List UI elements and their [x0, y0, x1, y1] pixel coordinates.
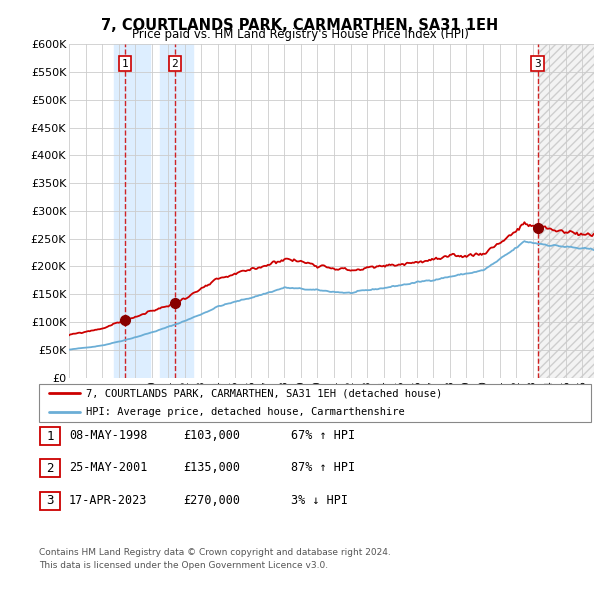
Bar: [114, 44, 150, 378]
Text: Price paid vs. HM Land Registry's House Price Index (HPI): Price paid vs. HM Land Registry's House …: [131, 28, 469, 41]
Text: 3: 3: [534, 58, 541, 68]
Text: 67% ↑ HPI: 67% ↑ HPI: [291, 429, 355, 442]
Text: £103,000: £103,000: [183, 429, 240, 442]
Bar: [160, 44, 193, 378]
Text: 1: 1: [121, 58, 128, 68]
Bar: [538, 44, 594, 378]
Text: 7, COURTLANDS PARK, CARMARTHEN, SA31 1EH (detached house): 7, COURTLANDS PARK, CARMARTHEN, SA31 1EH…: [86, 388, 442, 398]
Text: 1: 1: [46, 430, 53, 442]
Text: This data is licensed under the Open Government Licence v3.0.: This data is licensed under the Open Gov…: [39, 560, 328, 569]
Text: HPI: Average price, detached house, Carmarthenshire: HPI: Average price, detached house, Carm…: [86, 407, 404, 417]
Text: 3% ↓ HPI: 3% ↓ HPI: [291, 494, 348, 507]
Text: 3: 3: [46, 494, 53, 507]
Text: £135,000: £135,000: [183, 461, 240, 474]
FancyBboxPatch shape: [40, 460, 59, 477]
Text: £270,000: £270,000: [183, 494, 240, 507]
FancyBboxPatch shape: [40, 492, 59, 510]
Text: 08-MAY-1998: 08-MAY-1998: [69, 429, 148, 442]
Text: Contains HM Land Registry data © Crown copyright and database right 2024.: Contains HM Land Registry data © Crown c…: [39, 548, 391, 556]
FancyBboxPatch shape: [39, 384, 591, 422]
Text: 2: 2: [46, 462, 53, 475]
Text: 17-APR-2023: 17-APR-2023: [69, 494, 148, 507]
Bar: [538, 44, 594, 378]
Text: 25-MAY-2001: 25-MAY-2001: [69, 461, 148, 474]
Text: 7, COURTLANDS PARK, CARMARTHEN, SA31 1EH: 7, COURTLANDS PARK, CARMARTHEN, SA31 1EH: [101, 18, 499, 32]
Text: 87% ↑ HPI: 87% ↑ HPI: [291, 461, 355, 474]
FancyBboxPatch shape: [40, 427, 59, 445]
Text: 2: 2: [172, 58, 178, 68]
